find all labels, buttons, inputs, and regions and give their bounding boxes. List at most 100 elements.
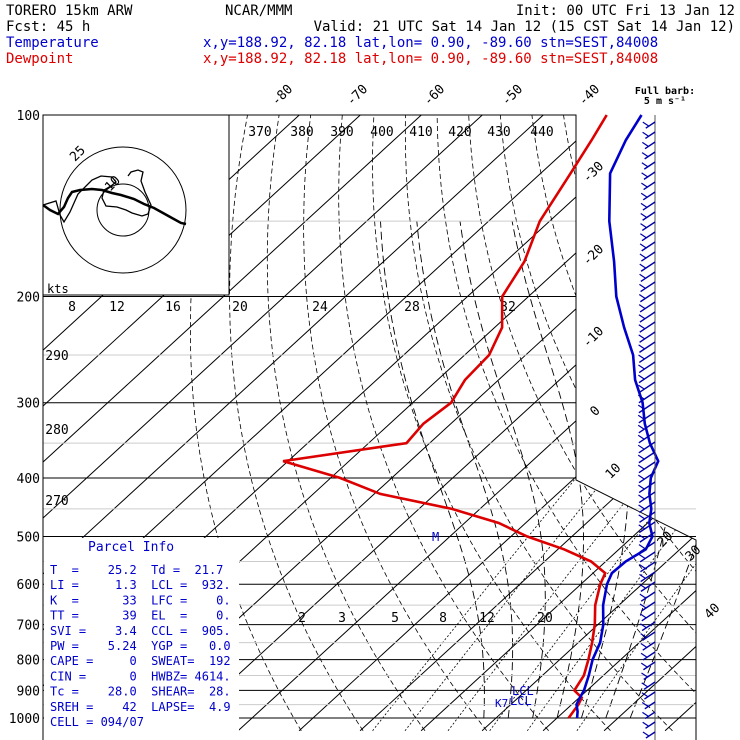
isotherm xyxy=(43,115,498,732)
forecast-hour: Fcst: 45 h xyxy=(6,19,90,35)
mixing-label: 16 xyxy=(165,300,181,315)
wind-barb xyxy=(639,341,656,353)
moist-adiabat xyxy=(511,221,584,719)
pressure-tick-label: 900 xyxy=(17,684,40,699)
parcel-info-row: K = 33 LFC = 0. xyxy=(50,593,231,607)
k-mark: K7 xyxy=(495,697,508,710)
wind-barbs xyxy=(637,115,656,740)
mixing-low-label: 2 xyxy=(298,611,306,626)
wind-barb-feather xyxy=(638,324,646,330)
wind-barb xyxy=(639,301,656,313)
wind-barb xyxy=(643,671,656,681)
dry-adiabat xyxy=(266,115,426,732)
wind-barb xyxy=(642,651,656,661)
dewpoint-profile xyxy=(282,114,608,719)
pressure-tick-label: 800 xyxy=(17,654,40,669)
theta-label: 420 xyxy=(448,125,471,140)
wind-barb-feather xyxy=(638,544,646,550)
mixing-label: 12 xyxy=(109,300,125,315)
wind-barb-feather xyxy=(642,121,650,127)
pressure-tick-label: 1000 xyxy=(9,712,40,727)
pressure-tick-label: 700 xyxy=(17,619,40,634)
theta-label: 410 xyxy=(409,125,432,140)
hodograph: 25 10 kts xyxy=(42,114,230,296)
dry-adiabat xyxy=(530,115,696,732)
mixing-labels: 8 12 16 20 24 28 32 2 3 5 8 12 20 xyxy=(68,300,553,626)
kts-label: kts xyxy=(47,282,69,296)
theta-labels: 370 380 390 400 410 420 430 440 290 280 270 xyxy=(45,125,553,509)
temperature-station-info: x,y=188.92, 82.18 lat,lon= 0.90, -89.60 … xyxy=(203,35,658,51)
mixing-label: 8 xyxy=(68,300,76,315)
wind-barb xyxy=(642,641,656,651)
parcel-info-row: SVI = 3.4 CCL = 905. xyxy=(50,624,231,638)
wind-barb-feather xyxy=(639,613,647,619)
lcl-mark-parcel: LCL xyxy=(510,694,532,708)
wind-barb xyxy=(643,161,656,170)
wind-barb xyxy=(641,601,656,612)
dry-adiabat xyxy=(592,115,696,732)
wind-barb xyxy=(641,231,656,242)
isotherm-label: -50 xyxy=(499,82,526,109)
mixing-low-label: 20 xyxy=(537,611,553,626)
wind-barb-feather xyxy=(637,414,645,420)
parcel-info-row: T = 25.2 Td = 21.7 xyxy=(50,563,223,577)
wind-barb-feather xyxy=(637,404,645,410)
parcel-info-box: Parcel Info T = 25.2 Td = 21.7LI = 1.3 L… xyxy=(44,538,239,738)
wind-barb xyxy=(644,711,656,720)
wind-barb-feather xyxy=(638,554,646,560)
wind-barb-feather xyxy=(638,484,645,490)
wind-barb-feather xyxy=(639,573,646,579)
dewpoint-station-info: x,y=188.92, 82.18 lat,lon= 0.90, -89.60 … xyxy=(203,51,658,67)
wind-barb-feather xyxy=(639,593,647,599)
wind-barb xyxy=(643,181,656,191)
wind-barb xyxy=(642,191,656,201)
wind-barb-feather xyxy=(641,682,649,688)
wind-barb-feather xyxy=(642,141,649,147)
wind-barb xyxy=(638,481,656,494)
wind-barb-feather xyxy=(640,213,648,219)
pressure-tick-label: 400 xyxy=(17,472,40,487)
wind-barb-feather xyxy=(639,243,647,249)
wind-barb-feather xyxy=(639,283,646,289)
wind-barb-feather xyxy=(642,711,649,717)
dry-adiabat xyxy=(623,115,696,732)
wind-barb xyxy=(638,461,656,474)
isotherm xyxy=(43,115,437,732)
wind-barb xyxy=(638,451,656,464)
dry-adiabat xyxy=(467,115,696,732)
isotherm-label: -40 xyxy=(576,82,603,109)
wind-barb-feather xyxy=(642,731,650,737)
model-name: TORERO 15km ARW xyxy=(6,3,133,19)
wind-barb xyxy=(638,471,656,484)
parcel-info-row: CAPE = 0 SWEAT= 192 xyxy=(50,654,231,668)
wind-barb xyxy=(640,271,656,283)
mixing-label: 32 xyxy=(500,300,516,315)
wind-barb xyxy=(638,431,656,444)
wind-barb xyxy=(638,441,656,454)
isotherm-label: -60 xyxy=(421,82,448,109)
wind-barb xyxy=(645,721,656,729)
wind-barb-feather xyxy=(637,454,645,460)
theta-label: 370 xyxy=(248,125,271,140)
moist-adiabat xyxy=(416,221,514,719)
wind-barb xyxy=(644,131,656,139)
wind-barb-feather xyxy=(637,434,645,440)
wind-barb-feather xyxy=(640,192,648,198)
wind-barb-feather xyxy=(641,172,648,178)
mixing-label: 28 xyxy=(404,300,420,315)
pressure-axis: 100 200 300 400 500 600 700 800 900 1000 xyxy=(9,109,40,727)
wind-barb xyxy=(640,561,656,573)
wind-barb-feather xyxy=(637,384,645,390)
init-time: Init: 00 UTC Fri 13 Jan 12 xyxy=(516,3,735,19)
isotherm xyxy=(603,115,696,732)
wind-barb-feather xyxy=(638,354,645,360)
isotherm xyxy=(726,102,740,731)
wind-barb-feather xyxy=(637,464,645,470)
lcl-mark: LCL xyxy=(512,684,534,698)
parcel-info-row: PW = 5.24 YGP = 0.0 xyxy=(50,639,231,653)
theta-left-label: 290 xyxy=(45,349,68,364)
wind-barb xyxy=(639,331,656,343)
theta-left-label: 280 xyxy=(45,423,68,438)
wind-barb xyxy=(644,691,656,700)
mixing-ratio-line xyxy=(372,477,577,732)
